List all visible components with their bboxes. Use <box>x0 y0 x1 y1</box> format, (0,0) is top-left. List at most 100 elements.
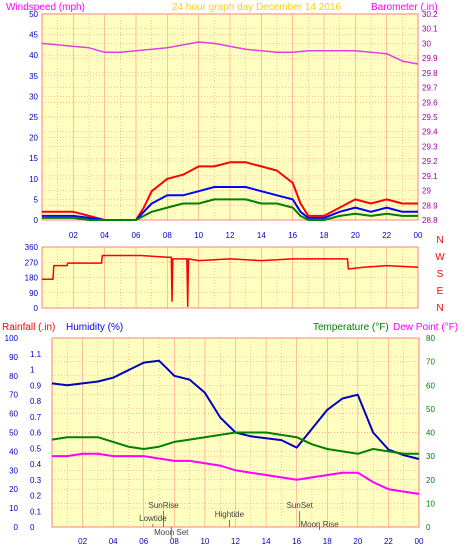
rainfall-y-tick-label: 1.1 <box>30 350 42 359</box>
barometer-y-tick-label: 29.4 <box>422 128 438 137</box>
x-tick-label: 00 <box>415 537 424 546</box>
temperature-y-tick-label: 0 <box>426 523 431 532</box>
barometer-axis-label: Barometer (.in) <box>371 2 438 13</box>
x-tick-label: 22 <box>382 231 391 240</box>
wind-y-tick-label: 45 <box>29 31 38 40</box>
humidity-x-axis: 02 04 06 08 10 12 14 16 18 20 22 00 <box>78 537 424 546</box>
barometer-y-tick-label: 29.7 <box>422 84 438 93</box>
wind-y-tick-label: 5 <box>34 195 39 204</box>
event-marker-label: SunSet <box>287 501 314 510</box>
rainfall-y-tick-label: 0.2 <box>30 492 42 501</box>
humidity-temperature-panel: SunRise Moon Set Lowtide Hightide SunSet Moon… <box>2 322 458 546</box>
rainfall-y-tick-label: 0.9 <box>30 381 42 390</box>
compass-label: S <box>437 269 444 280</box>
rainfall-axis-label: Rainfall (.in) <box>2 322 55 333</box>
compass-label: E <box>437 286 444 297</box>
wind-y-tick-label: 40 <box>29 51 38 60</box>
dewpoint-series-line <box>52 452 420 495</box>
event-marker-label: Moon Rise <box>300 520 339 529</box>
x-tick-label: 08 <box>163 231 172 240</box>
barometer-y-tick-label: 28.8 <box>422 216 438 225</box>
humidity-y-tick-label: 40 <box>9 447 18 456</box>
direction-y-tick-label: 90 <box>29 289 38 298</box>
compass-label: N <box>436 303 443 314</box>
rainfall-y-tick-label: 0.7 <box>30 413 42 422</box>
humidity-y-tick-label: 20 <box>9 485 18 494</box>
humidity-y-tick-label: 0 <box>14 523 19 532</box>
x-tick-label: 20 <box>353 537 362 546</box>
x-tick-label: 14 <box>262 537 271 546</box>
wind-y-tick-label: 10 <box>29 175 38 184</box>
compass-label: W <box>435 252 445 263</box>
rainfall-y-tick-label: 1 <box>30 366 35 375</box>
temperature-y-tick-label: 50 <box>426 405 435 414</box>
barometer-y-tick-label: 28.9 <box>422 201 438 210</box>
wind-y-tick-label: 20 <box>29 134 38 143</box>
windspeed-series-line <box>42 198 418 221</box>
compass-label: N <box>436 235 443 246</box>
temperature-y-tick-label: 80 <box>426 334 435 343</box>
barometer-y-tick-label: 30 <box>422 39 431 48</box>
wind-axis-label: Windspeed (mph) <box>6 2 85 13</box>
x-tick-label: 18 <box>320 231 329 240</box>
humidity-y-tick-label: 100 <box>5 334 19 343</box>
temperature-y-tick-label: 10 <box>426 499 435 508</box>
event-marker-label: SunRise <box>149 501 180 510</box>
barometer-y-tick-label: 29.2 <box>422 157 438 166</box>
x-tick-label: 10 <box>200 537 209 546</box>
humidity-y-tick-label: 30 <box>9 466 18 475</box>
rainfall-y-tick-label: 0.3 <box>30 476 42 485</box>
wind-y-tick-label: 35 <box>29 72 38 81</box>
x-tick-label: 04 <box>100 231 109 240</box>
temperature-series-line <box>51 431 419 455</box>
rainfall-y-tick-label: 0 <box>30 523 35 532</box>
x-tick-label: 06 <box>139 537 148 546</box>
barometer-y-tick-label: 30.2 <box>422 10 438 19</box>
rainfall-y-tick-label: 0.6 <box>30 429 42 438</box>
direction-y-tick-label: 360 <box>25 243 39 252</box>
direction-y-tick-label: 180 <box>25 274 39 283</box>
wind-y-tick-label: 30 <box>29 92 38 101</box>
wind-direction-series-line <box>42 254 419 308</box>
barometer-y-tick-label: 29 <box>422 187 431 196</box>
direction-y-axis: 0 90 180 270 360 <box>25 243 39 313</box>
direction-series <box>42 254 419 308</box>
x-tick-label: 16 <box>288 231 297 240</box>
barometer-y-tick-label: 29.9 <box>422 54 438 63</box>
x-tick-label: 18 <box>323 537 332 546</box>
barometer-y-tick-label: 29.6 <box>422 98 438 107</box>
humidity-y-tick-label: 70 <box>9 391 18 400</box>
wind-series <box>41 41 419 221</box>
rainfall-y-tick-label: 0.5 <box>30 444 42 453</box>
temperature-y-tick-label: 40 <box>426 429 435 438</box>
wind-y-tick-label: 0 <box>34 216 39 225</box>
x-tick-label: 16 <box>292 537 301 546</box>
humidity-series-line <box>51 359 420 460</box>
barometer-series-line <box>41 41 419 65</box>
x-tick-label: 00 <box>414 231 423 240</box>
event-marker-label: Hightide <box>215 510 245 519</box>
event-marker-label: Moon Set <box>154 528 189 537</box>
x-tick-label: 02 <box>69 231 78 240</box>
humidity-y-tick-label: 90 <box>9 353 18 362</box>
humidity-series <box>51 359 420 495</box>
barometer-y-tick-label: 29.5 <box>422 113 438 122</box>
direction-y-tick-label: 270 <box>25 258 39 267</box>
x-tick-label: 06 <box>132 231 141 240</box>
x-tick-label: 22 <box>384 537 393 546</box>
temperature-y-tick-label: 20 <box>426 476 435 485</box>
direction-y-tick-label: 0 <box>34 304 39 313</box>
barometer-y-tick-label: 30.1 <box>422 25 438 34</box>
x-tick-label: 08 <box>170 537 179 546</box>
humidity-axis-label: Humidity (%) <box>66 322 123 333</box>
x-tick-label: 04 <box>109 537 118 546</box>
barometer-y-tick-label: 29.3 <box>422 142 438 151</box>
wind-y-tick-label: 25 <box>29 113 38 122</box>
x-tick-label: 10 <box>194 231 203 240</box>
humidity-y-axis: 0 10 20 30 40 50 60 70 80 90 100 <box>5 334 19 532</box>
